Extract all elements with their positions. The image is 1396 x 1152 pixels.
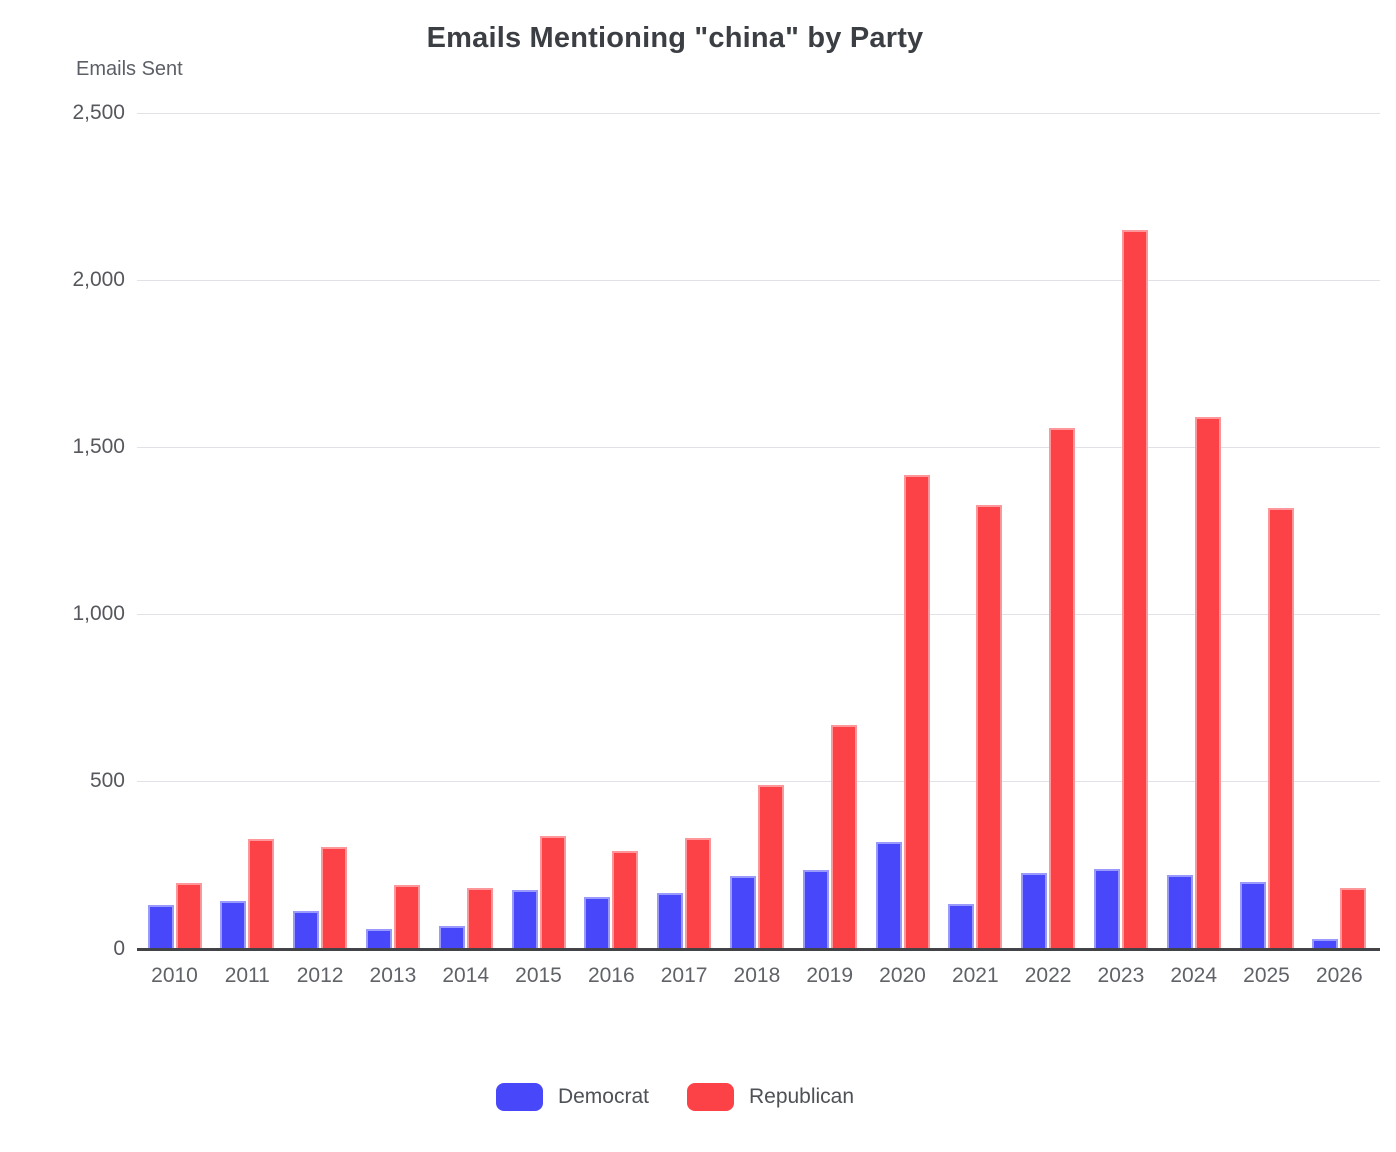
bar-republican-2021[interactable]: [976, 505, 1003, 948]
bar-democrat-2010[interactable]: [147, 905, 174, 948]
x-tick-label-2016: 2016: [587, 964, 635, 987]
y-tick-label-0: 0: [113, 937, 125, 960]
gridline-2000: [137, 280, 1380, 281]
y-tick-label-500: 500: [89, 769, 125, 792]
bar-republican-2013[interactable]: [393, 885, 420, 948]
y-tick-label-1000: 1,000: [72, 602, 125, 625]
x-tick-label-2015: 2015: [515, 964, 562, 987]
legend-swatch-republican: [686, 1083, 734, 1111]
bar-democrat-2011[interactable]: [220, 901, 247, 948]
x-tick-label-2018: 2018: [733, 964, 781, 987]
x-tick-label-2010: 2010: [151, 964, 198, 987]
y-tick-label-2000: 2,000: [72, 268, 125, 291]
x-axis-line: [137, 948, 1380, 951]
x-tick-label-2019: 2019: [806, 964, 854, 987]
bar-republican-2026[interactable]: [1340, 888, 1367, 948]
bar-republican-2023[interactable]: [1121, 230, 1148, 948]
y-axis-title: Emails Sent: [76, 58, 183, 80]
legend-swatch-democrat: [495, 1083, 543, 1111]
legend-label-democrat: Democrat: [557, 1085, 649, 1108]
legend-label-republican: Republican: [748, 1085, 855, 1108]
bar-democrat-2026[interactable]: [1312, 939, 1339, 948]
x-tick-label-2012: 2012: [296, 964, 344, 987]
y-tick-label-2500: 2,500: [72, 101, 125, 124]
bar-democrat-2012[interactable]: [293, 911, 320, 948]
bar-democrat-2021[interactable]: [948, 904, 975, 948]
bar-democrat-2018[interactable]: [729, 876, 756, 948]
bar-democrat-2016[interactable]: [584, 897, 611, 948]
bar-republican-2024[interactable]: [1194, 417, 1221, 948]
x-tick-label-2013: 2013: [369, 964, 417, 987]
bar-democrat-2023[interactable]: [1093, 869, 1120, 948]
bar-republican-2017[interactable]: [685, 838, 712, 948]
x-tick-label-2021: 2021: [951, 964, 999, 987]
bar-democrat-2022[interactable]: [1021, 873, 1048, 948]
gridline-500: [137, 781, 1380, 782]
bar-democrat-2024[interactable]: [1166, 875, 1193, 948]
x-tick-label-2026: 2026: [1315, 964, 1363, 987]
x-tick-label-2017: 2017: [660, 964, 708, 987]
x-tick-label-2024: 2024: [1170, 964, 1218, 987]
bar-republican-2019[interactable]: [830, 725, 857, 948]
bar-republican-2022[interactable]: [1049, 428, 1076, 948]
bar-democrat-2013[interactable]: [365, 929, 392, 948]
bar-republican-2020[interactable]: [903, 475, 930, 948]
bar-republican-2011[interactable]: [248, 839, 275, 948]
gridline-1500: [137, 447, 1380, 448]
bar-republican-2010[interactable]: [175, 883, 202, 948]
legend-item-republican[interactable]: Republican: [686, 1083, 855, 1111]
legend: Democrat Republican: [0, 1083, 1350, 1111]
bar-democrat-2017[interactable]: [657, 893, 684, 948]
bar-democrat-2019[interactable]: [802, 870, 829, 948]
bar-republican-2012[interactable]: [321, 847, 348, 948]
bar-democrat-2025[interactable]: [1239, 882, 1266, 948]
bar-democrat-2020[interactable]: [875, 842, 902, 948]
bar-republican-2014[interactable]: [466, 888, 493, 948]
x-tick-label-2020: 2020: [879, 964, 926, 987]
x-tick-label-2011: 2011: [224, 964, 270, 987]
bar-republican-2016[interactable]: [612, 851, 639, 948]
gridline-2500: [137, 113, 1380, 114]
x-tick-label-2022: 2022: [1024, 964, 1072, 987]
bar-republican-2025[interactable]: [1267, 508, 1294, 948]
y-tick-label-1500: 1,500: [72, 435, 125, 458]
bar-democrat-2014[interactable]: [438, 926, 465, 948]
chart-title: Emails Mentioning "china" by Party: [426, 22, 924, 54]
bar-democrat-2015[interactable]: [511, 890, 538, 948]
x-tick-label-2014: 2014: [442, 964, 490, 987]
gridline-1000: [137, 614, 1380, 615]
x-tick-label-2023: 2023: [1097, 964, 1145, 987]
bar-republican-2018[interactable]: [757, 785, 784, 948]
bar-republican-2015[interactable]: [539, 836, 566, 948]
x-tick-label-2025: 2025: [1243, 964, 1290, 987]
legend-item-democrat[interactable]: Democrat: [495, 1083, 649, 1111]
